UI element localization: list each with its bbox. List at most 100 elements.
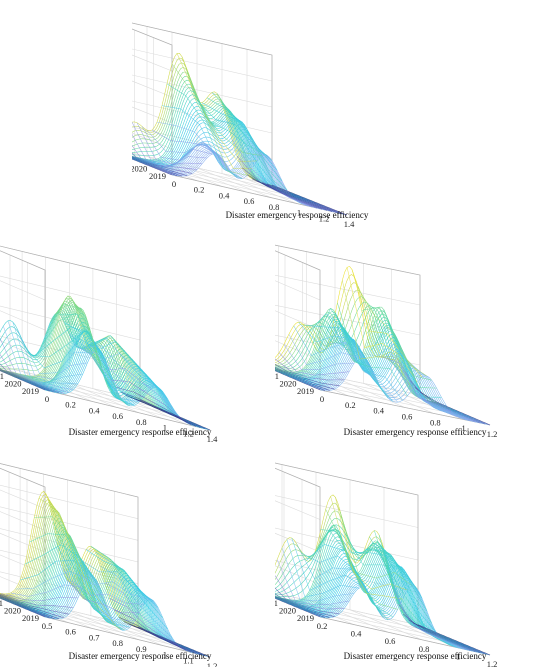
surface-mesh-line — [132, 156, 188, 176]
surface-mesh-line — [100, 565, 173, 639]
surface-mesh-line — [206, 97, 283, 181]
surface-mesh-line — [414, 387, 486, 425]
surface — [0, 295, 211, 431]
surface-mesh-line — [275, 597, 326, 618]
y-tick-label: 2021 — [0, 598, 3, 608]
surface-mesh-line — [325, 509, 398, 610]
surface-mesh-line — [417, 624, 491, 656]
surface-slice — [171, 153, 348, 216]
surface-mesh-line — [275, 368, 330, 391]
surface-mesh-line — [0, 368, 55, 393]
surface-mesh-line — [283, 344, 354, 371]
surface-mesh-line — [171, 63, 248, 176]
surface-mesh-line — [293, 325, 364, 358]
y-tick-label: 2021 — [0, 371, 4, 381]
surface-mesh-line — [327, 342, 398, 403]
tick-labels: 00.511.5200.20.40.60.811.220192020202120… — [275, 371, 497, 439]
surface-mesh-line — [92, 335, 164, 392]
surface-mesh-line — [132, 152, 193, 174]
surface-mesh-line — [251, 178, 328, 211]
surface-mesh-line — [275, 597, 321, 618]
surface-mesh-line — [73, 343, 145, 397]
surface-mesh-line — [132, 157, 178, 176]
chart-4-svg: 00.511.522.530.50.60.70.80.911.11.220192… — [0, 463, 218, 667]
y-tick-label: 2019 — [22, 386, 39, 396]
surface-mesh-line — [106, 368, 178, 415]
x-tick-label: 0.2 — [65, 400, 76, 410]
surface-mesh-line — [330, 496, 403, 600]
grid-lines — [132, 22, 348, 216]
surface — [275, 266, 491, 426]
surface-slice — [2, 529, 169, 640]
surface-mesh-line — [0, 369, 50, 392]
y-tick-label: 2019 — [149, 171, 166, 181]
surface-mesh-line — [43, 491, 116, 626]
surface-mesh-line — [271, 184, 348, 216]
surface-mesh-line — [364, 549, 437, 634]
surface-slice — [319, 356, 491, 426]
surface-mesh-line — [276, 559, 350, 605]
x-tick-label: 0.7 — [89, 632, 100, 642]
tick-labels: 00.511.522.530.50.60.70.80.911.11.220192… — [0, 598, 218, 667]
x-tick-label: 0.9 — [136, 644, 147, 654]
surface-slice — [275, 494, 419, 625]
x-tick-label: 0.2 — [194, 185, 205, 195]
surface — [275, 494, 491, 656]
x-tick-label: 0.6 — [65, 627, 76, 637]
surface-mesh-line — [0, 594, 64, 619]
surface-mesh-line — [322, 325, 394, 402]
surface-mesh-line — [231, 139, 308, 206]
surface-mesh-line — [383, 549, 457, 648]
surface-slice — [0, 302, 152, 406]
surface-mesh-line — [21, 339, 93, 374]
surface-mesh-line — [111, 379, 182, 420]
surface-mesh-line — [132, 158, 173, 176]
surface-slice — [290, 332, 461, 413]
x-tick-label: 0.6 — [385, 636, 396, 646]
surface-mesh-line — [241, 167, 318, 209]
surface-mesh-line — [64, 322, 135, 406]
surface-mesh-line — [15, 570, 88, 590]
surface-mesh-line — [137, 626, 211, 658]
surface-mesh-line — [261, 182, 338, 213]
surface-mesh-line — [312, 307, 384, 392]
x-tick-label: 0.6 — [112, 411, 123, 421]
surface-mesh-line — [0, 363, 60, 394]
surface-mesh-line — [408, 619, 481, 654]
x-tick-label: 1.2 — [207, 661, 218, 667]
chart-2-svg: 00.511.5200.20.40.60.811.21.420192020202… — [0, 245, 218, 444]
x-tick-label: 1.1 — [183, 655, 194, 665]
x-axis-title: Disaster emergency response efficiency — [344, 651, 487, 661]
x-tick-label: 0.5 — [42, 621, 53, 631]
surface-mesh-line — [7, 320, 78, 384]
x-tick-label: 1.2 — [183, 428, 194, 438]
surface-mesh-line — [34, 516, 107, 605]
x-tick-label: 0.2 — [345, 400, 356, 410]
surface-mesh-line — [17, 329, 88, 380]
surface-mesh-line — [67, 580, 140, 613]
x-tick-label: 0.8 — [419, 644, 430, 654]
surface-mesh-line — [291, 537, 364, 591]
surface-mesh-line — [275, 364, 340, 387]
surface-mesh-line — [405, 371, 476, 423]
chart-panel-3: 00.511.5200.20.40.60.811.220192020202120… — [275, 230, 550, 445]
x-tick-label: 0.6 — [244, 196, 255, 206]
x-tick-label: 1.4 — [207, 434, 218, 444]
x-axis-title: Disaster emergency response efficiency — [226, 210, 369, 220]
surface-mesh-line — [342, 280, 413, 390]
y-tick-label: 2019 — [297, 386, 314, 396]
surface-mesh-line — [128, 623, 201, 655]
surface-slice — [12, 540, 179, 644]
y-tick-label: 2020 — [279, 606, 296, 616]
surface-mesh-line — [139, 399, 211, 431]
surface-mesh-line — [176, 53, 252, 169]
x-tick-label: 0.4 — [219, 190, 230, 200]
surface-slice — [0, 312, 142, 402]
tick-labels: 00.511.520.20.40.60.811.2201920202021202… — [275, 598, 497, 667]
surface-mesh-line — [90, 545, 164, 619]
surface-mesh-line — [130, 397, 201, 428]
surface-slice — [9, 307, 176, 416]
x-tick-label: 1 — [456, 651, 460, 661]
surface-mesh-line — [36, 326, 107, 362]
surface-mesh-line — [412, 622, 486, 655]
